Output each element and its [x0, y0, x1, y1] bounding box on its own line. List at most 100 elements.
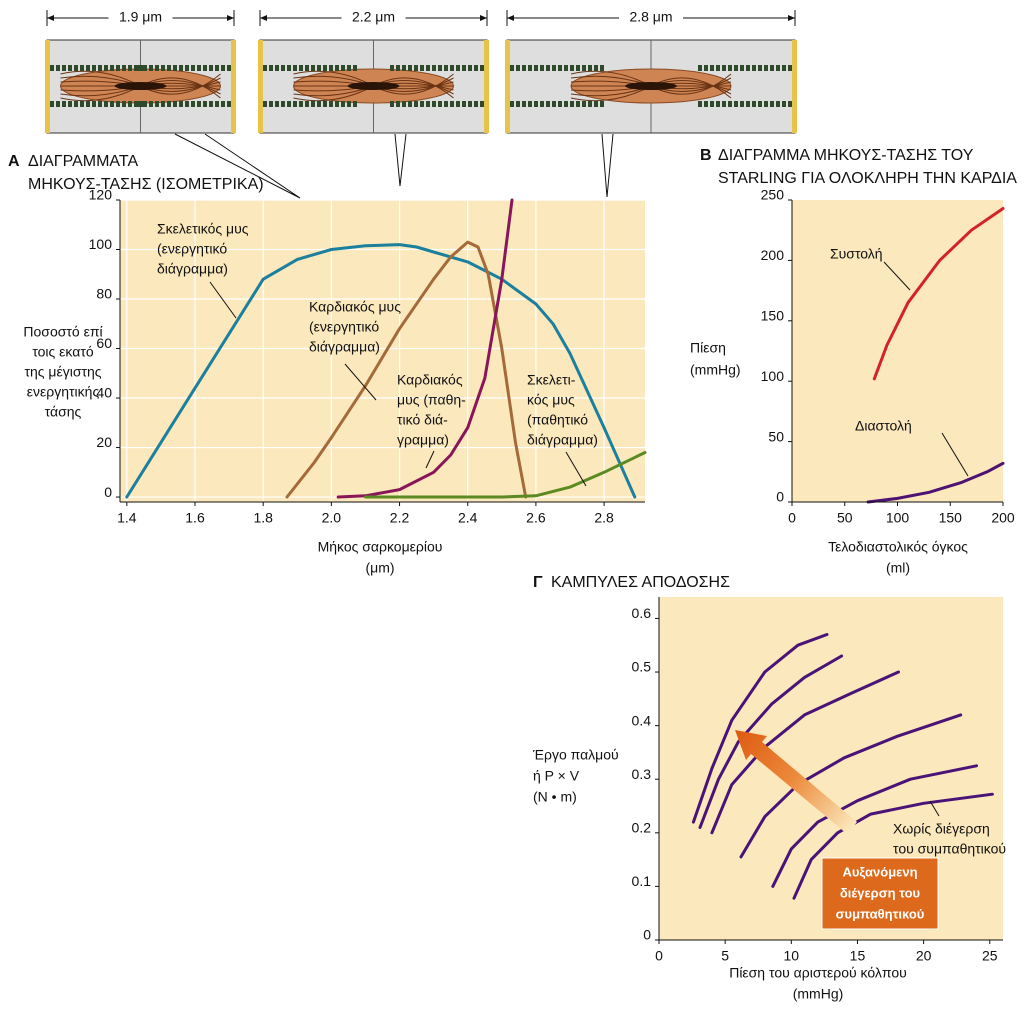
y-tick-label: 120: [89, 187, 113, 203]
z-line: [231, 40, 236, 133]
dimension-arrow: [788, 15, 795, 21]
x-tick-label: 1.8: [253, 510, 273, 526]
series-label: Καρδιακός: [397, 372, 463, 388]
x-axis-label: Τελοδιαστολικός όγκος: [828, 539, 968, 555]
series-line: [336, 198, 514, 499]
y-tick-label: 20: [96, 434, 112, 450]
y-axis-label: τοις εκατό: [32, 344, 94, 360]
chart-title: ΔΙΑΓΡΑΜΜΑΤΑ: [28, 153, 139, 170]
leader-line: [929, 800, 940, 817]
series-label: τικό διά-: [397, 412, 448, 428]
series-label: κός μυς: [527, 392, 575, 408]
series-label: διάγραμμα): [309, 339, 380, 355]
series-line: [364, 451, 647, 499]
x-tick-label: 2.2: [390, 510, 410, 526]
dimension-label-bg: [341, 9, 406, 27]
myosin-center: [625, 82, 677, 90]
arrow-label-box: [821, 857, 939, 930]
series-label: Χωρίς διέγερση: [893, 821, 990, 837]
z-line: [258, 40, 263, 133]
series-label: Διαστολή: [855, 418, 912, 434]
y-axis-label: Έργο παλμού: [532, 747, 619, 763]
series-label: μυς (παθη-: [397, 392, 466, 408]
series-line: [698, 654, 844, 829]
y-axis-label: Ποσοστό επί: [23, 324, 102, 340]
y-tick-label: 0: [643, 927, 651, 943]
chart-title: ΔΙΑΓΡΑΜΜΑ ΜΗΚΟΥΣ-ΤΑΣΗΣ ΤΟΥ: [718, 147, 974, 164]
y-axis-label: Πίεση: [690, 340, 726, 356]
z-line: [45, 40, 50, 133]
callout: [394, 133, 407, 187]
leader-line: [425, 450, 435, 469]
series-label: (ενεργητικό: [309, 319, 379, 335]
y-tick-label: 100: [761, 368, 785, 384]
x-tick-label: 2.0: [322, 510, 342, 526]
chart-title: ΜΗΚΟΥΣ-ΤΑΣΗΣ (ΙΣΟΜΕΤΡΙΚΑ): [28, 176, 264, 193]
dimension-arrow: [507, 15, 514, 21]
y-axis-label: (N • m): [533, 789, 577, 805]
series-label: (παθητικό: [527, 412, 588, 428]
series-label: του συμπαθητικού: [893, 841, 1006, 857]
x-tick-label: 25: [982, 948, 998, 964]
y-tick-label: 200: [761, 247, 785, 263]
x-axis-label: (μm): [365, 560, 394, 576]
series-label: διάγραμμα): [527, 432, 598, 448]
x-tick-label: 50: [837, 510, 853, 526]
series-label: Σκελετι-: [527, 372, 576, 388]
sarcomere-length-label: 2.8 μm: [629, 9, 672, 25]
myosin-center: [114, 82, 167, 90]
x-axis-label: (ml): [886, 560, 910, 576]
series-line: [866, 461, 1005, 504]
callout: [601, 133, 614, 198]
y-tick-label: 0: [776, 489, 784, 505]
chart-title: STARLING ΓΙΑ ΟΛΟΚΛΗΡΗ ΤΗΝ ΚΑΡΔΙΑ: [718, 170, 1017, 187]
x-tick-label: 2.4: [458, 510, 478, 526]
dimension-label-bg: [619, 9, 683, 27]
sarcomere-length-label: 1.9 μm: [119, 9, 162, 25]
dimension-arrow: [227, 15, 234, 21]
series-label: (ενεργητικό: [157, 241, 227, 257]
x-tick-label: 1.4: [117, 510, 137, 526]
series-line: [872, 207, 1005, 381]
sarcomere-length-label: 2.2 μm: [352, 9, 395, 25]
y-tick-label: 150: [761, 308, 785, 324]
series-label: διάγραμμα): [157, 261, 228, 277]
y-tick-label: 40: [96, 385, 112, 401]
panel-letter: Γ: [533, 574, 543, 591]
x-tick-label: 2.8: [594, 510, 614, 526]
leader-line: [883, 261, 911, 291]
overlay: Σκελετικός μυς (ενεργητικό διάγραμμα) Καρδι…: [157, 133, 1006, 930]
callout: [174, 133, 301, 199]
x-tick-label: 20: [916, 948, 932, 964]
arrow-label: συμπαθητικού: [836, 906, 925, 921]
leader-line: [209, 281, 237, 319]
leader-line: [941, 432, 969, 477]
arrow-label: Αυξανόμενη: [842, 864, 917, 879]
series-label: Καρδιακός μυς: [309, 299, 401, 315]
panel-letter: Β: [700, 147, 712, 164]
z-line: [505, 40, 510, 133]
plot-background: [120, 200, 645, 502]
y-tick-label: 0.5: [632, 659, 652, 675]
x-axis-label: Πίεση του αριστερού κόλπου: [729, 965, 907, 981]
x-tick-label: 1.6: [185, 510, 205, 526]
chart-title: ΚΑΜΠΥΛΕΣ ΑΠΟΔΟΣΗΣ: [551, 574, 730, 591]
plots: 1.9 μm 2.2 μm 2.8 μm 1.4 1.6 1.8 2.0 2.2 2.4 2.6 2…: [8, 9, 1017, 1002]
z-line: [484, 40, 489, 133]
dimension-arrow: [47, 15, 54, 21]
series-label: Σκελετικός μυς: [157, 221, 249, 237]
y-tick-label: 80: [96, 286, 112, 302]
series-line: [691, 633, 829, 824]
x-tick-label: 0: [788, 510, 796, 526]
series-line: [285, 240, 528, 499]
series-line: [125, 243, 637, 499]
arrow-label: διέγερση του: [840, 885, 921, 900]
panel-letter: Α: [8, 153, 20, 170]
x-tick-label: 150: [939, 510, 963, 526]
y-axis-label: τάσης: [45, 404, 82, 420]
callouts: [174, 133, 614, 199]
dimension-label-bg: [108, 9, 173, 27]
myosin-center: [347, 82, 400, 90]
y-tick-label: 0.2: [632, 820, 652, 836]
dimension-arrow: [480, 15, 487, 21]
